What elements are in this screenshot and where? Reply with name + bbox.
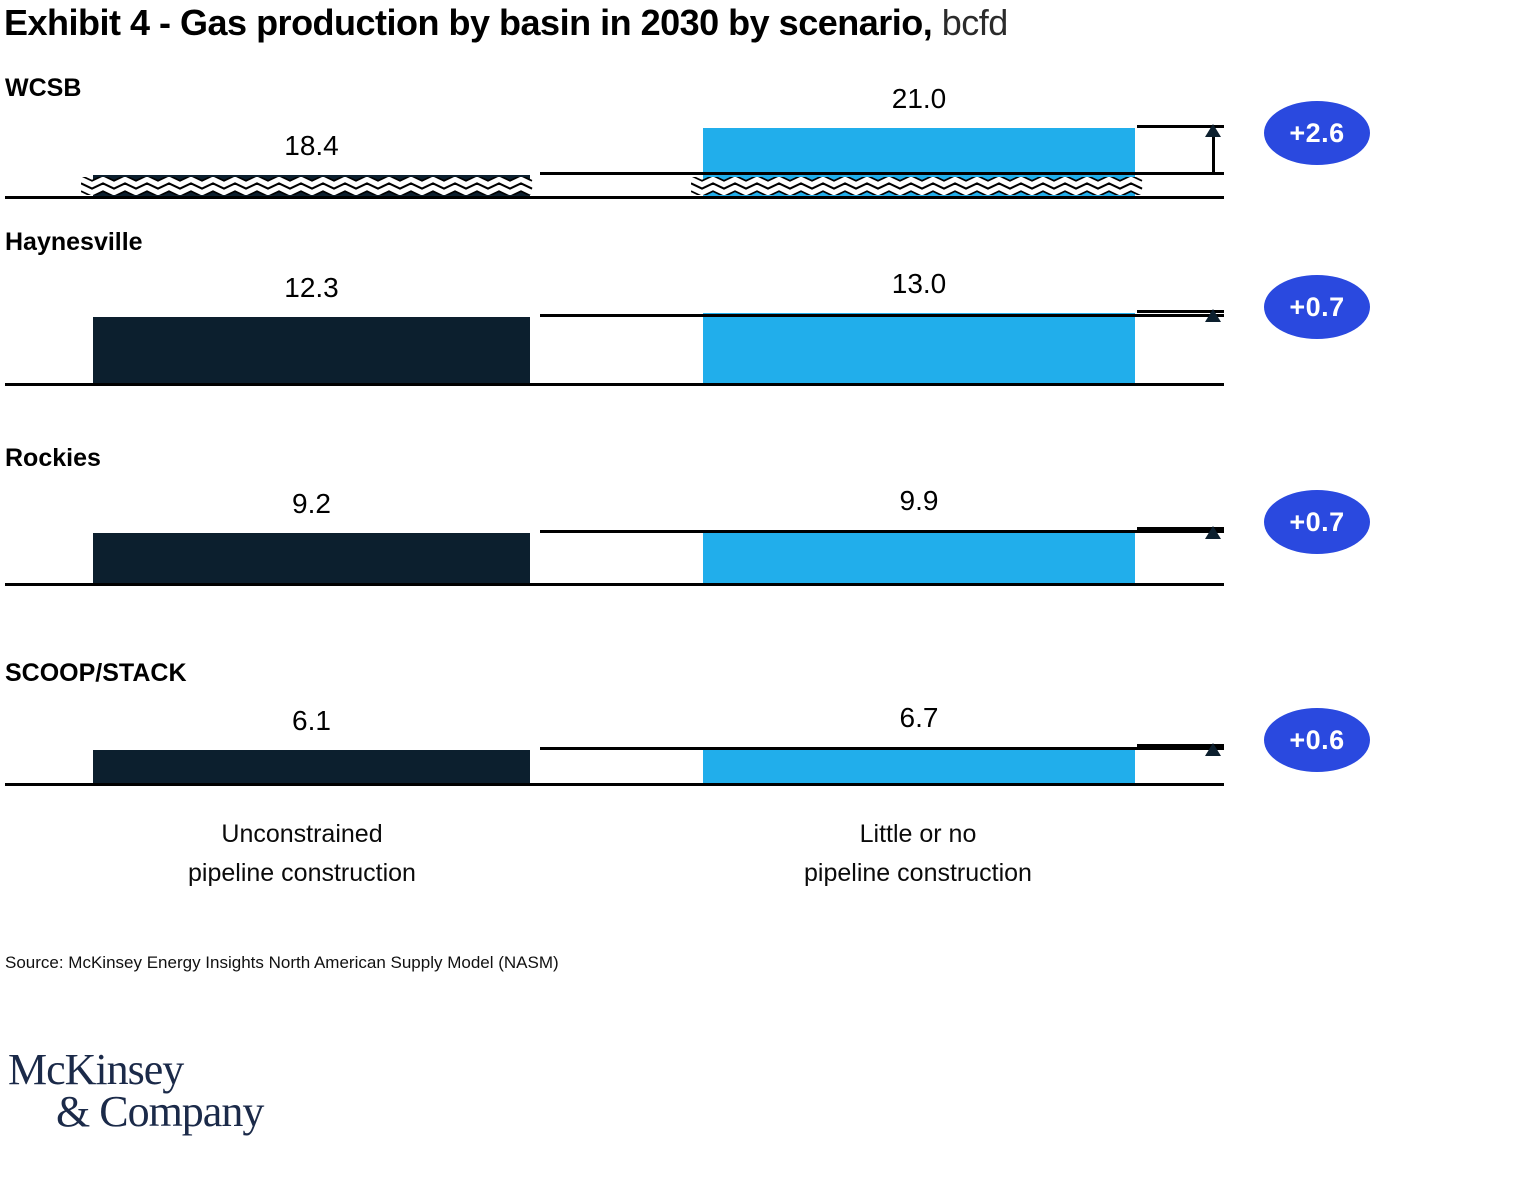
logo-line2: & Company (56, 1087, 264, 1136)
logo-line1: McKinsey (8, 1045, 184, 1094)
bar-little-or-no (703, 747, 1135, 783)
axis-break-zigzag (691, 177, 1144, 195)
level-line-little-or-no (1137, 527, 1224, 530)
axis-label-line: pipeline construction (188, 859, 416, 887)
delta-arrow-up-icon (1205, 124, 1221, 137)
basin-label: Haynesville (5, 228, 143, 256)
level-line-unconstrained (540, 314, 1224, 317)
value-label-unconstrained: 6.1 (292, 705, 331, 736)
delta-badge-label: +0.7 (1289, 291, 1345, 322)
delta-arrow-up-icon (1205, 526, 1221, 539)
axis-label-little-or-no: Little or no pipeline construction (688, 815, 1148, 893)
value-label-unconstrained: 12.3 (284, 272, 339, 303)
delta-badge: +0.6 (1264, 708, 1370, 772)
value-label-little-or-no: 6.7 (899, 702, 939, 733)
axis-label-line: pipeline construction (804, 859, 1032, 887)
bar-unconstrained (93, 317, 530, 383)
level-line-unconstrained (540, 747, 1224, 750)
value-label-unconstrained: 9.2 (292, 488, 331, 519)
axis-label-line: Unconstrained (221, 820, 383, 848)
level-line-little-or-no (1137, 310, 1224, 313)
row-baseline (5, 383, 1224, 386)
chart-title: Exhibit 4 - Gas production by basin in 2… (4, 2, 1008, 44)
axis-label-line: Little or no (859, 820, 977, 848)
delta-arrow-up-icon (1205, 309, 1221, 322)
bar-little-or-no (703, 313, 1135, 383)
chart-title-main: Exhibit 4 - Gas production by basin in 2… (4, 2, 933, 43)
row-baseline (5, 196, 1224, 199)
bar-chart: WCSB 18.4 21.0 +2.6 Haynesville 12.3 13.0 +0.7 R… (5, 74, 1370, 786)
delta-badge-label: +2.6 (1289, 117, 1345, 148)
delta-arrow-up-icon (1205, 743, 1221, 756)
row-baseline (5, 783, 1224, 786)
axis-break-zigzag (81, 177, 534, 195)
delta-badge: +0.7 (1264, 275, 1370, 339)
bar-unconstrained (93, 750, 530, 783)
basin-label: WCSB (5, 74, 82, 102)
delta-badge: +0.7 (1264, 490, 1370, 554)
bar-unconstrained (93, 533, 530, 583)
delta-arrow-stem (1212, 128, 1215, 175)
delta-badge: +2.6 (1264, 101, 1370, 165)
chart-title-unit: bcfd (941, 2, 1009, 43)
level-line-unconstrained (540, 530, 1224, 533)
value-label-unconstrained: 18.4 (284, 130, 339, 161)
basin-label: Rockies (5, 444, 101, 472)
axis-label-unconstrained: Unconstrained pipeline construction (72, 815, 532, 893)
delta-badge-label: +0.6 (1289, 724, 1345, 755)
row-baseline (5, 583, 1224, 586)
level-line-little-or-no (1137, 744, 1224, 747)
basin-label: SCOOP/STACK (5, 659, 187, 687)
mckinsey-logo: McKinsey & Company (8, 1045, 264, 1136)
value-label-little-or-no: 13.0 (891, 268, 947, 299)
source-note: Source: McKinsey Energy Insights North A… (5, 953, 559, 972)
value-label-little-or-no: 21.0 (891, 83, 947, 114)
level-line-little-or-no (1137, 125, 1224, 128)
bar-little-or-no (703, 530, 1135, 583)
level-line-unconstrained (540, 172, 1224, 175)
value-label-little-or-no: 9.9 (899, 485, 939, 516)
delta-badge-label: +0.7 (1289, 506, 1345, 537)
